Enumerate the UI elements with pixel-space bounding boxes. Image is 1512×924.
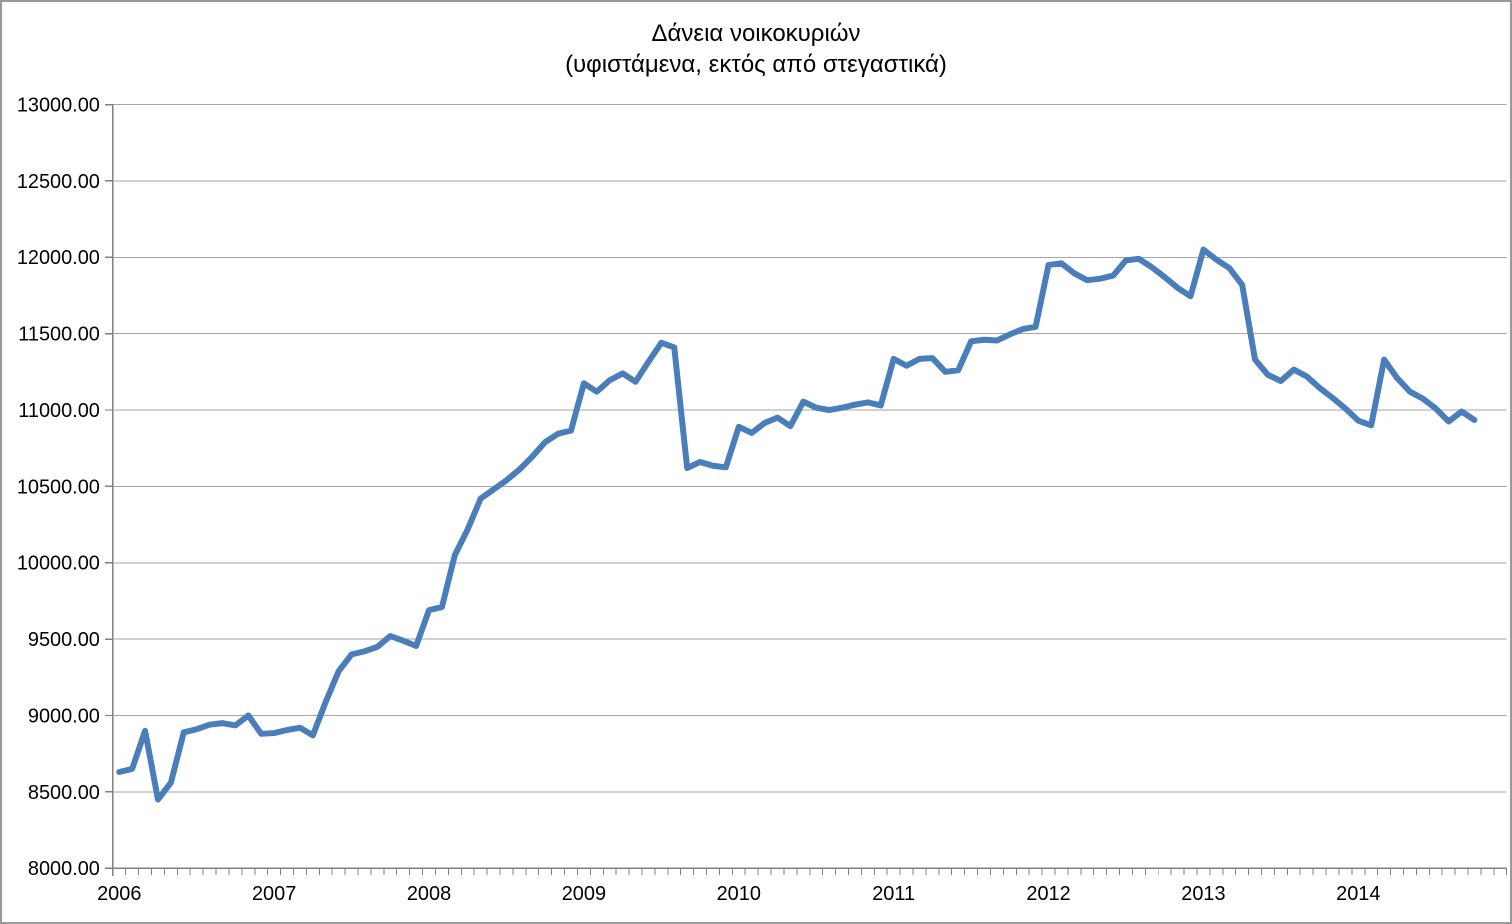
svg-text:2010: 2010	[717, 883, 761, 905]
svg-text:13000.00: 13000.00	[17, 95, 100, 117]
svg-text:2006: 2006	[97, 883, 141, 905]
svg-text:2011: 2011	[872, 883, 915, 905]
svg-text:10500.00: 10500.00	[17, 476, 100, 498]
svg-text:8000.00: 8000.00	[28, 858, 100, 880]
data-series-line	[116, 246, 1478, 803]
chart-title-block: Δάνεια νοικοκυριών (υφιστάμενα, εκτός απ…	[2, 18, 1510, 80]
svg-text:8500.00: 8500.00	[28, 782, 100, 804]
svg-text:2014: 2014	[1336, 883, 1380, 905]
svg-text:9000.00: 9000.00	[28, 705, 100, 727]
y-axis-labels: 8000.00 8500.00 9000.00 9500.00 10000.00 1050…	[17, 95, 100, 881]
svg-text:2012: 2012	[1026, 883, 1070, 905]
svg-text:2009: 2009	[562, 883, 606, 905]
x-axis-labels: 2006 2007 2008 2009 2010 2011 2012 2013 2014	[97, 883, 1380, 905]
chart-title: Δάνεια νοικοκυριών	[651, 20, 861, 47]
svg-text:12500.00: 12500.00	[17, 171, 100, 193]
svg-text:11000.00: 11000.00	[18, 400, 100, 422]
chart-subtitle: (υφιστάμενα, εκτός από στεγαστικά)	[565, 51, 947, 78]
svg-text:2007: 2007	[252, 883, 296, 905]
axes	[112, 104, 1507, 877]
x-axis-ticks	[112, 868, 1508, 876]
svg-text:2008: 2008	[407, 883, 451, 905]
svg-text:9500.00: 9500.00	[28, 629, 100, 651]
svg-text:2013: 2013	[1181, 883, 1225, 905]
svg-text:11500.00: 11500.00	[18, 324, 100, 346]
y-axis-ticks	[104, 103, 113, 869]
y-gridlines	[112, 104, 1507, 793]
svg-text:10000.00: 10000.00	[17, 553, 100, 575]
svg-text:12000.00: 12000.00	[17, 247, 100, 269]
